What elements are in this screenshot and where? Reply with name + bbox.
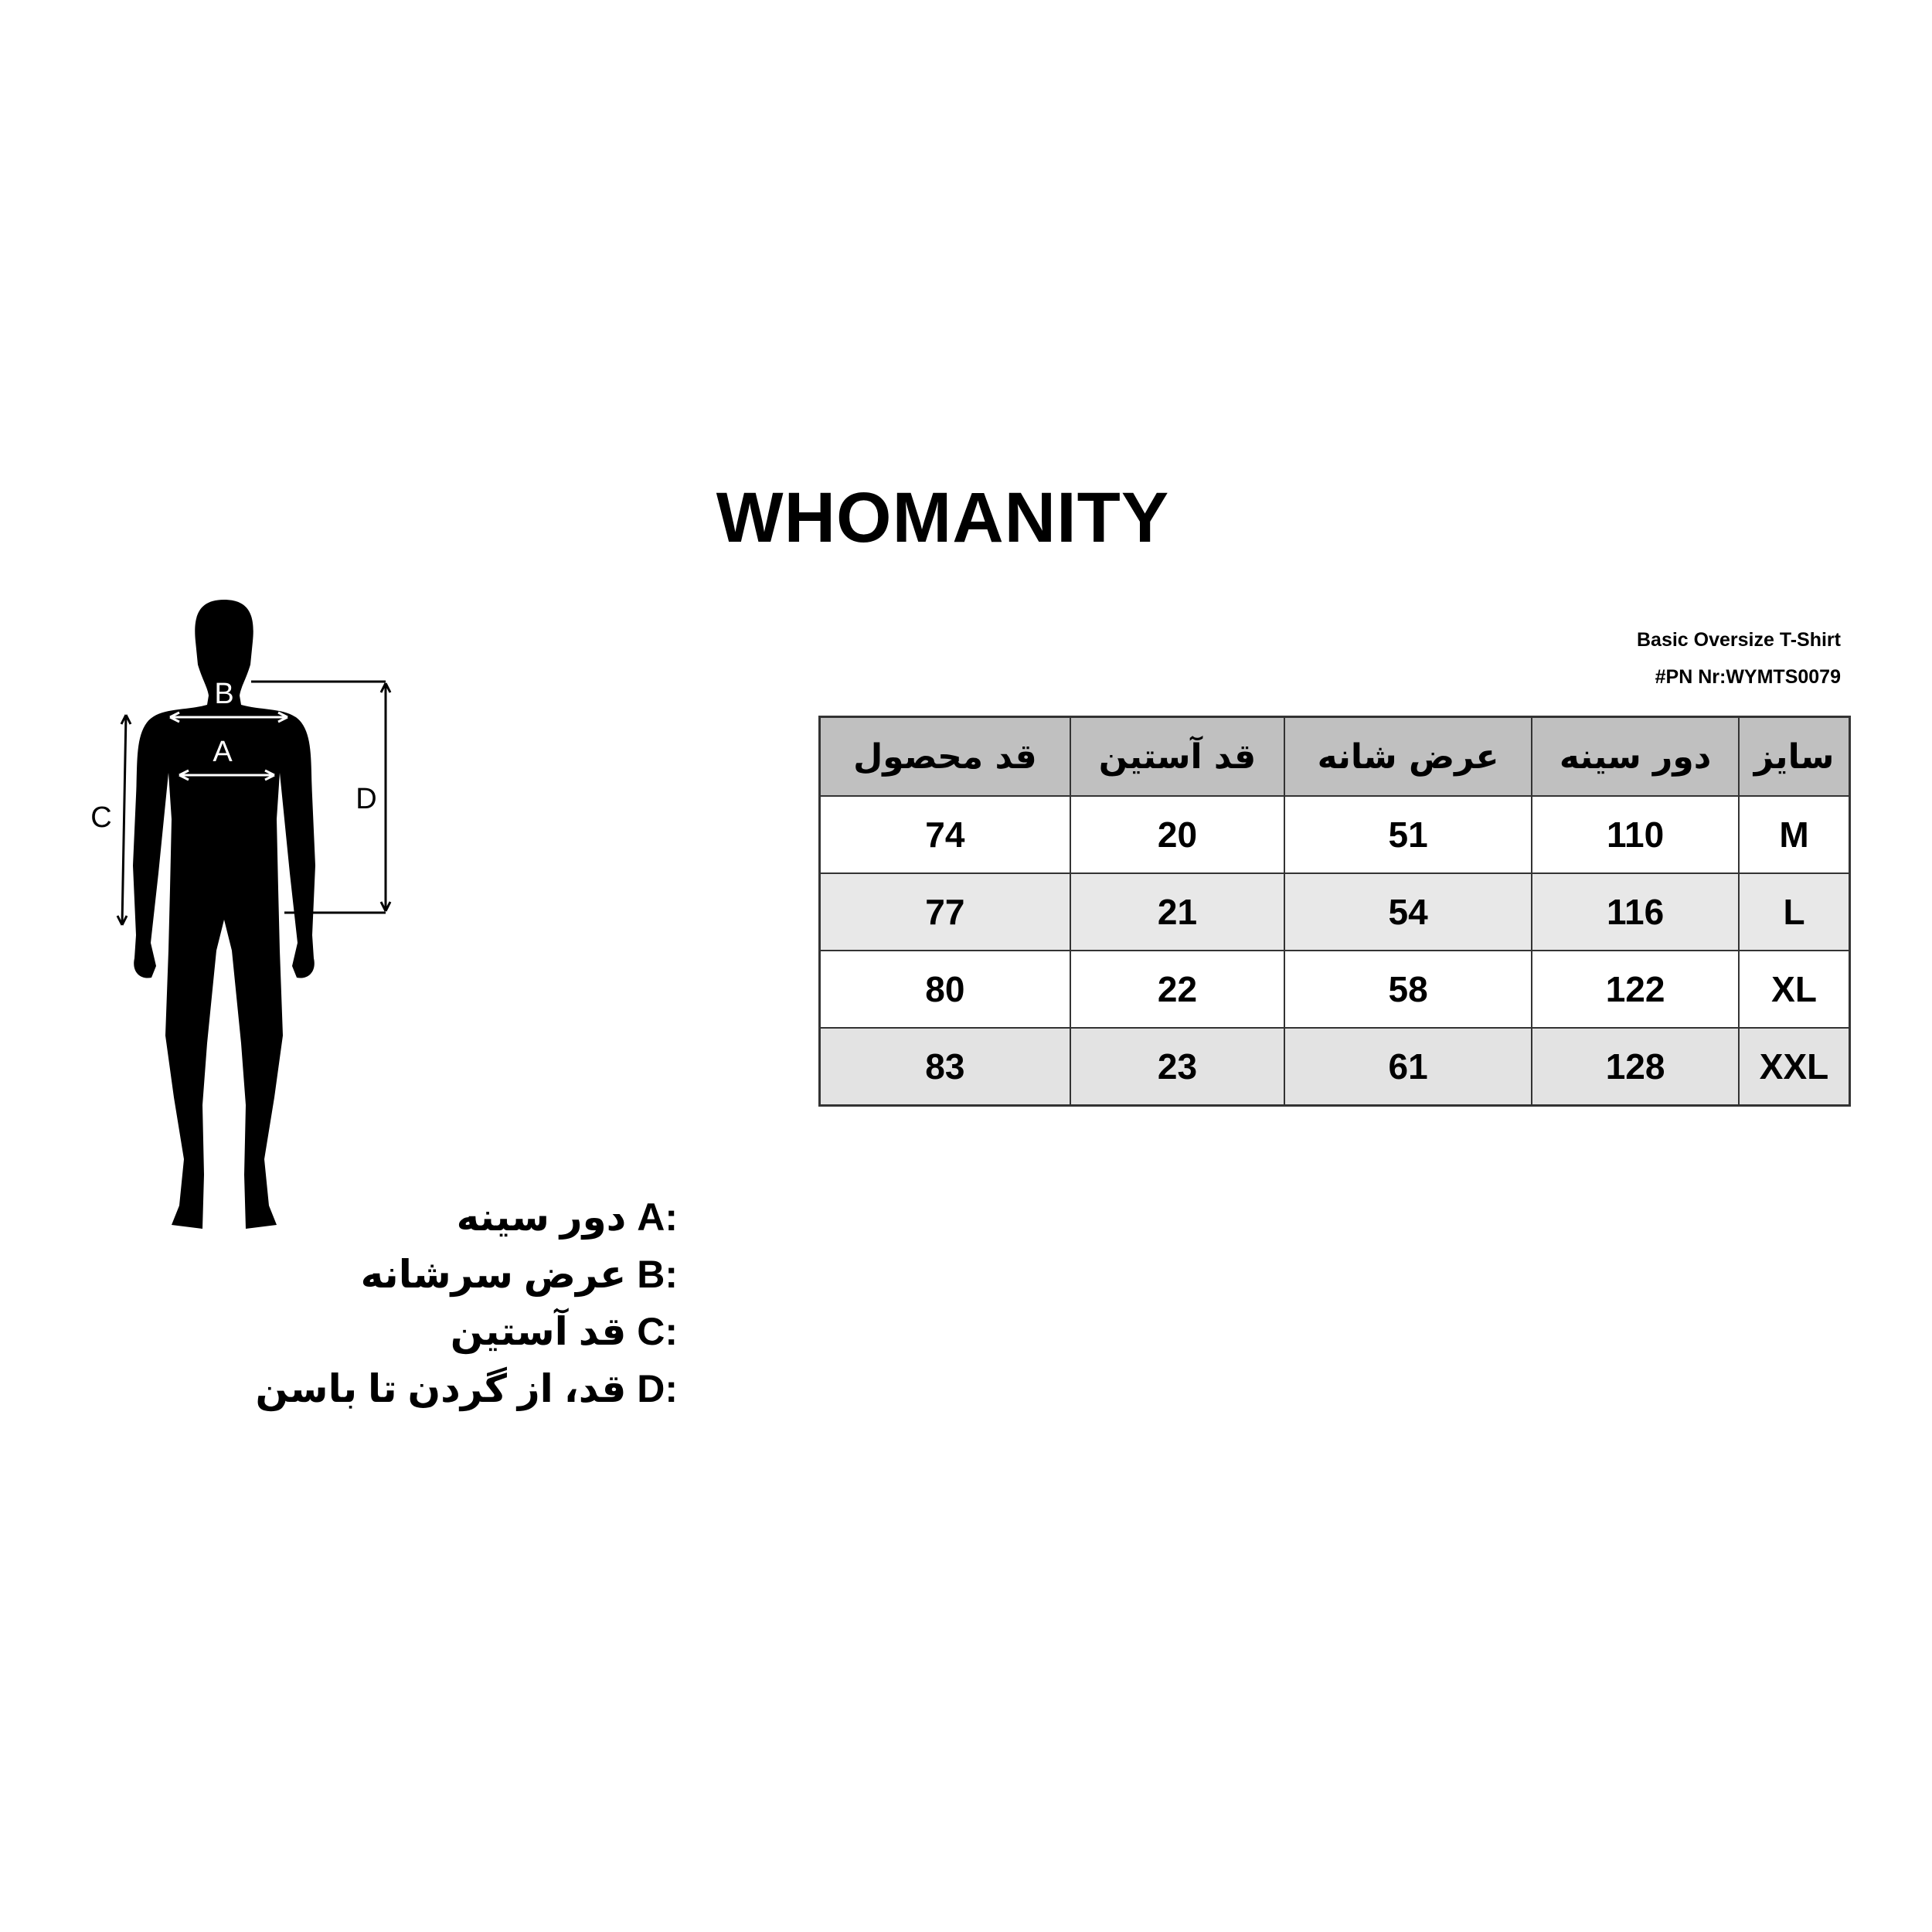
cell-length: 83 — [818, 1027, 1071, 1107]
header-shoulder: عرض شانه — [1284, 716, 1533, 797]
legend-item: قد، از گردن تا باسن D: — [255, 1360, 678, 1417]
label-a: A — [213, 736, 233, 768]
table-row: 77 21 54 116 L — [818, 872, 1851, 951]
measure-arrows-inner — [169, 711, 288, 781]
cell-length: 80 — [818, 950, 1071, 1029]
header-sleeve: قد آستین — [1069, 716, 1286, 797]
legend-text: قد آستین — [450, 1310, 627, 1353]
label-b: B — [214, 678, 233, 710]
table-row: 83 23 61 128 XXL — [818, 1027, 1851, 1107]
table-row: 74 20 51 110 M — [818, 795, 1851, 874]
legend-key: C: — [637, 1310, 678, 1353]
legend-text: قد، از گردن تا باسن — [255, 1367, 627, 1410]
cell-chest: 110 — [1531, 795, 1740, 874]
cell-length: 74 — [818, 795, 1071, 874]
label-c: C — [90, 801, 111, 834]
cell-size: M — [1738, 795, 1851, 874]
legend-text: عرض سرشانه — [360, 1253, 627, 1296]
cell-chest: 122 — [1531, 950, 1740, 1029]
product-code: #PN Nr:WYMTS0079 — [1655, 666, 1841, 688]
table-header: قد محصول قد آستین عرض شانه دور سینه سایز — [818, 716, 1851, 797]
table-row: 80 22 58 122 XL — [818, 950, 1851, 1029]
header-length: قد محصول — [818, 716, 1071, 797]
cell-chest: 128 — [1531, 1027, 1740, 1107]
legend-item: قد آستین C: — [255, 1303, 678, 1360]
body-silhouette-diagram: B A C D — [90, 600, 392, 1229]
legend-key: D: — [637, 1367, 678, 1410]
legend-text: دور سینه — [456, 1196, 627, 1239]
legend-key: B: — [637, 1253, 678, 1296]
cell-sleeve: 20 — [1069, 795, 1286, 874]
cell-sleeve: 21 — [1069, 872, 1286, 951]
header-chest: دور سینه — [1531, 716, 1740, 797]
legend-item: دور سینه A: — [255, 1189, 678, 1246]
header-size: سایز — [1738, 716, 1851, 797]
cell-sleeve: 22 — [1069, 950, 1286, 1029]
cell-size: XL — [1738, 950, 1851, 1029]
body-silhouette — [133, 600, 315, 1229]
measurement-legend: دور سینه A: عرض سرشانه B: قد آستین C: قد… — [255, 1189, 678, 1417]
brand-title: WHOMANITY — [716, 478, 1170, 557]
cell-length: 77 — [818, 872, 1071, 951]
cell-chest: 116 — [1531, 872, 1740, 951]
cell-size: L — [1738, 872, 1851, 951]
cell-size: XXL — [1738, 1027, 1851, 1107]
legend-key: A: — [637, 1196, 678, 1239]
cell-shoulder: 54 — [1284, 872, 1533, 951]
measure-lines-outer — [116, 680, 392, 926]
label-d: D — [355, 783, 376, 815]
size-table: قد محصول قد آستین عرض شانه دور سینه سایز… — [818, 716, 1851, 1107]
cell-shoulder: 61 — [1284, 1027, 1533, 1107]
cell-shoulder: 51 — [1284, 795, 1533, 874]
product-name: Basic Oversize T-Shirt — [1636, 629, 1841, 651]
cell-sleeve: 23 — [1069, 1027, 1286, 1107]
cell-shoulder: 58 — [1284, 950, 1533, 1029]
legend-item: عرض سرشانه B: — [255, 1246, 678, 1303]
